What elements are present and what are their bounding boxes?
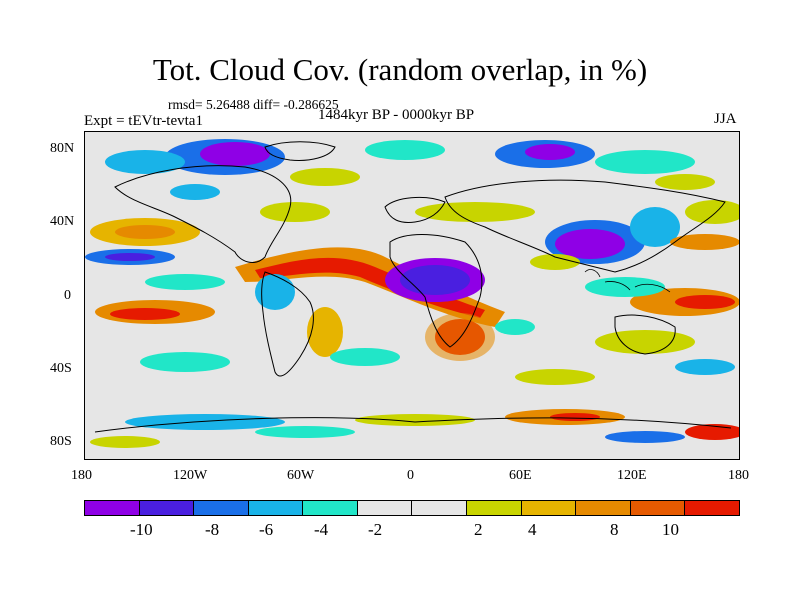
- lon-label: 180: [71, 468, 92, 483]
- colorbar-swatch: [303, 501, 358, 515]
- colorbar-label: -4: [314, 520, 329, 539]
- experiment-label: Expt = tEVtr-tevta1: [84, 113, 203, 129]
- map-panel: [84, 131, 740, 460]
- colorbar-swatch: [521, 501, 577, 515]
- period-text: 1484kyr BP - 0000kyr BP: [318, 107, 475, 123]
- tropical-anomalies: [95, 247, 739, 357]
- colorbar-swatch: [630, 501, 686, 515]
- lat-label: 40S: [50, 361, 72, 376]
- plot-title: Tot. Cloud Cov. (random overlap, in %): [152, 52, 648, 87]
- colorbar-swatch: [357, 501, 413, 515]
- lon-label: 60E: [509, 468, 532, 483]
- colorbar-label: -2: [368, 520, 383, 539]
- lon-label: 120E: [617, 468, 647, 483]
- lat-label: 80S: [50, 434, 72, 449]
- lat-label: 80N: [50, 141, 75, 156]
- season-label: JJA: [714, 111, 737, 127]
- colorbar-label: -10: [130, 520, 153, 539]
- colorbar-swatch: [85, 501, 140, 515]
- islands: [584, 269, 671, 293]
- colorbar-label: 10: [662, 520, 679, 539]
- antarctic-anomalies: [90, 409, 739, 448]
- colorbar: [84, 500, 740, 516]
- colorbar-label: 4: [528, 520, 537, 539]
- lat-label: 40N: [50, 214, 75, 229]
- colorbar-swatch: [248, 501, 304, 515]
- anomaly-map: [85, 132, 739, 459]
- coastlines: [94, 141, 732, 433]
- colorbar-swatch: [412, 501, 468, 515]
- colorbar-swatch: [576, 501, 631, 515]
- colorbar-swatch: [467, 501, 522, 515]
- colorbar-label: 2: [474, 520, 483, 539]
- lon-label: 60W: [287, 468, 315, 483]
- colorbar-swatch: [194, 501, 249, 515]
- lat-label: 0: [64, 288, 71, 303]
- colorbar-label: -8: [205, 520, 220, 539]
- colorbar-label: -6: [259, 520, 274, 539]
- colorbar-swatch: [139, 501, 195, 515]
- lon-label: 120W: [173, 468, 208, 483]
- arctic-anomalies: [105, 139, 715, 200]
- stats-text: rmsd= 5.26488 diff= -0.286625: [168, 97, 339, 112]
- southern-anomalies: [140, 313, 735, 385]
- northern-midlatitude-anomalies: [85, 200, 739, 265]
- colorbar-label: 8: [610, 520, 619, 539]
- lon-label: 180: [728, 468, 749, 483]
- lon-label: 0: [407, 468, 414, 483]
- colorbar-swatch: [685, 501, 739, 515]
